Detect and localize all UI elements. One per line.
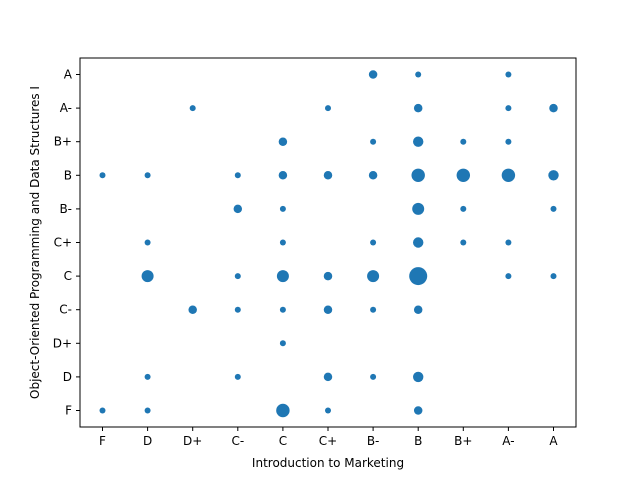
x-tick-label: C+ [319,434,337,448]
scatter-point [368,70,378,79]
y-tick-label: F [65,404,72,418]
y-axis-ticks: F D D+ C- C C+ B- B B+ A- A [53,68,80,418]
scatter-point [505,105,512,112]
scatter-point [323,305,333,314]
scatter-point [276,270,289,283]
x-tick-label: C [279,434,287,448]
scatter-point [279,239,286,246]
scatter-point [505,239,512,246]
scatter-point [413,103,423,113]
scatter-point [505,71,512,78]
scatter-point [278,137,288,146]
scatter-point [501,168,516,183]
y-tick-label: B [64,168,72,182]
scatter-point [141,270,154,283]
scatter-point [325,407,331,414]
scatter-point [233,204,243,214]
scatter-point [460,138,467,145]
x-axis-ticks: F D D+ C- C C+ B- B B+ A- A [99,427,558,448]
x-axis-label: Introduction to Marketing [252,456,404,470]
scatter-point [412,202,425,215]
scatter-point [367,270,380,283]
scatter-point [144,373,151,380]
scatter-point [411,168,425,183]
x-tick-label: B [414,434,422,448]
y-tick-label: A- [60,101,72,115]
scatter-point [505,138,512,145]
data-points [99,70,559,418]
scatter-point [234,273,241,280]
y-tick-label: D+ [53,336,72,350]
scatter-point [144,172,151,179]
plot-frame [79,57,577,428]
scatter-point [460,205,467,212]
scatter-point [99,407,106,414]
scatter-point [325,105,331,112]
scatter-point [370,239,377,246]
scatter-point [323,171,333,180]
scatter-point [413,305,423,314]
scatter-point [550,273,557,280]
scatter-point [370,373,377,380]
scatter-point [409,267,428,286]
scatter-point [323,271,333,281]
scatter-point [189,105,196,112]
scatter-point [234,172,241,179]
scatter-point [548,170,559,181]
x-tick-label: B- [367,434,380,448]
scatter-point [456,168,471,183]
y-tick-label: B- [59,202,72,216]
scatter-point [460,239,467,246]
scatter-point [279,306,286,313]
scatter-point [278,171,288,180]
scatter-point [370,306,377,313]
scatter-point [144,239,151,246]
scatter-point [368,171,378,180]
x-tick-label: A [549,434,558,448]
x-tick-label: B+ [454,434,472,448]
scatter-point [188,305,197,314]
scatter-point [234,373,241,380]
scatter-point [370,138,377,145]
y-tick-label: B+ [54,135,72,149]
y-tick-label: C- [59,303,72,317]
x-tick-label: D [143,434,152,448]
x-tick-label: C- [231,434,244,448]
scatter-point [144,407,151,414]
scatter-point [279,340,286,347]
x-tick-label: D+ [183,434,202,448]
scatter-point [550,205,557,212]
x-tick-label: F [99,434,106,448]
y-tick-label: A [64,68,73,82]
scatter-point [279,205,286,212]
y-tick-label: D [63,370,72,384]
scatter-point [549,103,558,113]
scatter-point [234,306,241,313]
y-axis-label: Object-Oriented Programming and Data Str… [28,86,42,399]
scatter-point [413,237,424,248]
scatter-point [276,403,290,418]
y-tick-label: C [64,269,72,283]
scatter-point [413,136,424,147]
y-tick-label: C+ [54,236,72,250]
scatter-point [413,406,423,415]
scatter-point [413,371,424,383]
scatter-point [415,71,422,78]
scatter-point [323,372,333,382]
scatter-point [99,172,106,179]
x-tick-label: A- [502,434,514,448]
scatter-point [505,273,512,280]
